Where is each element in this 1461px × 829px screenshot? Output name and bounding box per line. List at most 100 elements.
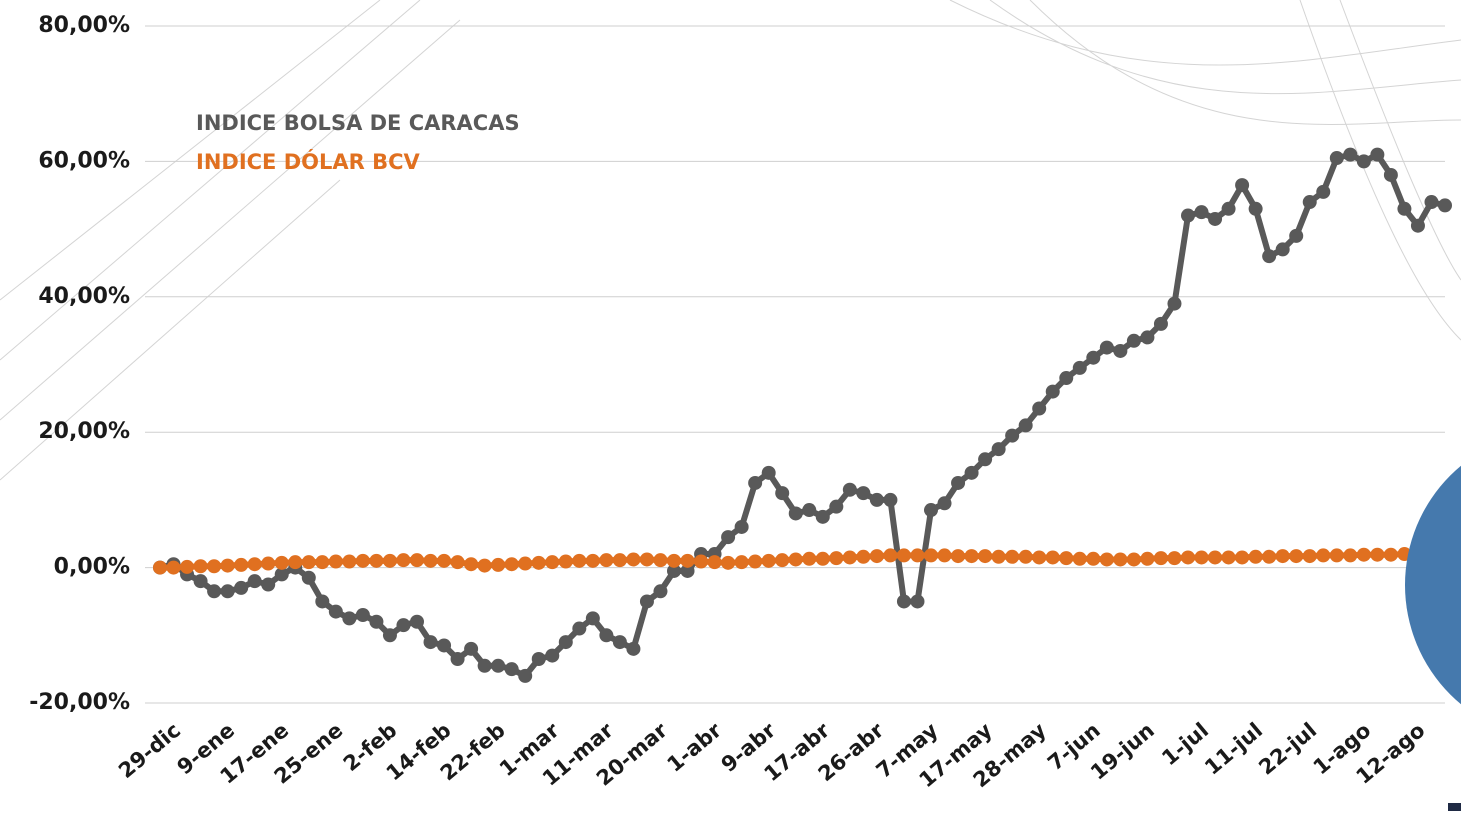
data-point bbox=[707, 555, 722, 570]
data-point bbox=[937, 548, 952, 563]
data-point bbox=[274, 567, 289, 582]
data-point bbox=[504, 557, 519, 572]
data-point bbox=[748, 475, 763, 490]
data-point bbox=[545, 648, 560, 663]
data-point bbox=[910, 594, 925, 609]
data-point bbox=[531, 555, 546, 570]
data-point bbox=[1370, 547, 1385, 562]
data-point bbox=[1329, 548, 1344, 563]
data-point bbox=[802, 503, 817, 518]
data-point bbox=[775, 553, 790, 568]
data-point bbox=[991, 442, 1006, 457]
data-point bbox=[964, 465, 979, 480]
data-point bbox=[288, 555, 303, 570]
data-point bbox=[667, 553, 681, 568]
data-point bbox=[153, 560, 167, 575]
data-point bbox=[1126, 552, 1141, 567]
data-point bbox=[1140, 330, 1155, 345]
data-point bbox=[883, 492, 898, 507]
data-point bbox=[558, 554, 573, 569]
y-tick-label: 0,00% bbox=[54, 555, 130, 580]
data-point bbox=[1343, 147, 1358, 162]
data-point bbox=[1424, 195, 1439, 210]
data-point bbox=[328, 554, 343, 569]
data-point bbox=[491, 658, 506, 673]
data-point bbox=[842, 550, 857, 565]
data-point bbox=[1302, 549, 1317, 564]
data-point bbox=[166, 560, 181, 575]
data-point bbox=[1045, 384, 1060, 399]
data-point bbox=[788, 506, 803, 521]
data-point bbox=[572, 553, 587, 568]
data-point bbox=[464, 641, 479, 656]
data-point bbox=[382, 553, 397, 568]
data-point bbox=[450, 651, 465, 666]
data-point bbox=[626, 552, 641, 567]
data-point bbox=[518, 668, 533, 683]
data-point bbox=[910, 548, 925, 563]
data-point bbox=[1072, 360, 1087, 375]
data-point bbox=[694, 554, 709, 569]
data-point bbox=[1438, 198, 1452, 213]
y-tick-label: 40,00% bbox=[38, 284, 130, 309]
data-point bbox=[978, 452, 993, 467]
data-point bbox=[180, 559, 195, 574]
data-point bbox=[1072, 551, 1087, 566]
data-point bbox=[1099, 552, 1114, 567]
data-point bbox=[1410, 218, 1425, 233]
data-point bbox=[1289, 228, 1304, 243]
data-point bbox=[869, 549, 884, 564]
x-tick-label: 1-abr bbox=[663, 718, 727, 777]
data-point bbox=[193, 574, 208, 589]
legend-entry: INDICE BOLSA DE CARACAS bbox=[196, 111, 520, 135]
data-point bbox=[545, 555, 560, 570]
data-point bbox=[869, 492, 884, 507]
data-point bbox=[315, 555, 330, 570]
data-point bbox=[612, 635, 627, 650]
data-point bbox=[626, 641, 641, 656]
data-point bbox=[1005, 428, 1020, 443]
data-point bbox=[842, 482, 857, 497]
data-point bbox=[234, 557, 249, 572]
data-point bbox=[220, 584, 235, 599]
y-tick-label: 60,00% bbox=[38, 148, 130, 173]
data-point bbox=[220, 558, 235, 573]
data-point bbox=[1275, 549, 1290, 564]
data-point bbox=[680, 563, 695, 578]
legend-entry: INDICE DÓLAR BCV bbox=[196, 149, 421, 174]
data-point bbox=[1126, 333, 1141, 348]
y-tick-label: 20,00% bbox=[38, 419, 130, 444]
data-point bbox=[1289, 549, 1304, 564]
data-point bbox=[1316, 548, 1331, 563]
data-point bbox=[1099, 340, 1114, 355]
data-point bbox=[531, 651, 546, 666]
data-point bbox=[1113, 552, 1128, 567]
data-point bbox=[856, 549, 871, 564]
data-point bbox=[721, 530, 736, 545]
data-point bbox=[274, 555, 289, 570]
data-point bbox=[599, 553, 614, 568]
data-point bbox=[1302, 195, 1317, 210]
data-point bbox=[477, 558, 492, 573]
data-point bbox=[261, 556, 276, 571]
data-point bbox=[991, 549, 1006, 564]
x-tick-label: 11-jul bbox=[1200, 718, 1267, 780]
data-point bbox=[1235, 550, 1250, 565]
data-point bbox=[1140, 551, 1155, 566]
y-tick-label: -20,00% bbox=[29, 690, 130, 715]
data-point bbox=[1005, 549, 1020, 564]
data-point bbox=[558, 635, 573, 650]
data-point bbox=[369, 614, 384, 629]
data-point bbox=[193, 559, 208, 574]
data-point bbox=[775, 486, 790, 501]
data-point bbox=[1194, 550, 1209, 565]
data-point bbox=[1248, 549, 1263, 564]
data-point bbox=[585, 553, 600, 568]
data-point bbox=[964, 549, 979, 564]
data-point bbox=[396, 553, 411, 568]
data-point bbox=[924, 503, 938, 518]
data-point bbox=[1059, 371, 1074, 386]
data-point bbox=[477, 658, 492, 673]
data-point bbox=[410, 553, 424, 568]
